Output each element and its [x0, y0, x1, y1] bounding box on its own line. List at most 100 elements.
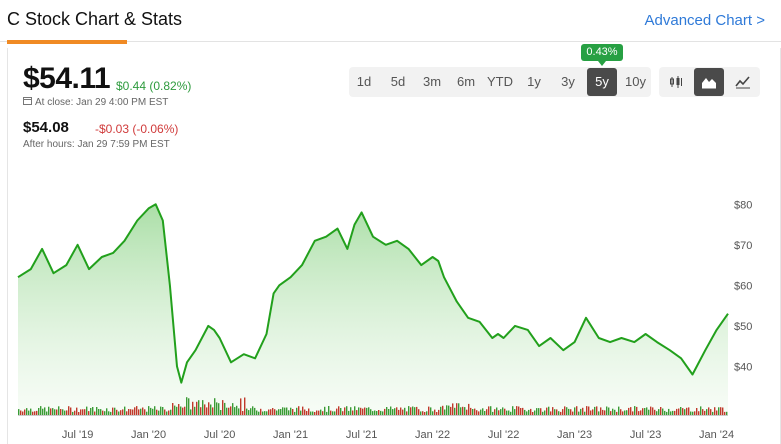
range-ytd[interactable]: YTD [487, 74, 513, 89]
range-5d[interactable]: 5d [390, 74, 406, 89]
range-6m[interactable]: 6m [456, 74, 476, 89]
volume-bar [494, 409, 496, 415]
volume-bar [450, 406, 452, 415]
line-chart-icon[interactable] [728, 67, 758, 97]
range-10y[interactable]: 10y [625, 74, 646, 89]
volume-bar [390, 406, 392, 415]
volume-bar [410, 407, 412, 415]
volume-bar [536, 408, 538, 415]
volume-bar [544, 410, 546, 415]
volume-bar [554, 409, 556, 415]
volume-bar [664, 410, 666, 415]
range-3m[interactable]: 3m [422, 74, 442, 89]
volume-bar [132, 409, 134, 415]
volume-bar [44, 407, 46, 415]
volume-bar [566, 407, 568, 415]
volume-bar [206, 407, 208, 415]
volume-bar [542, 411, 544, 415]
volume-bar [464, 407, 466, 415]
volume-bar [574, 407, 576, 415]
volume-bar [480, 409, 482, 415]
range-3y[interactable]: 3y [561, 74, 575, 89]
volume-bar [314, 412, 316, 415]
volume-bar [292, 409, 294, 415]
volume-bar [618, 406, 620, 415]
volume-bar [504, 408, 506, 415]
volume-bar [36, 410, 38, 415]
volume-bar [332, 411, 334, 415]
volume-bar [624, 410, 626, 415]
x-tick-label: Jul '20 [204, 429, 235, 441]
volume-bar [400, 407, 402, 415]
volume-bar [106, 408, 108, 415]
volume-bar [264, 411, 266, 415]
volume-bar [528, 409, 530, 415]
volume-bar [356, 410, 358, 415]
volume-bar [70, 407, 72, 415]
volume-bar [120, 410, 122, 415]
volume-bar [250, 408, 252, 415]
volume-bar [726, 411, 728, 415]
volume-bar [50, 408, 52, 415]
volume-bar [316, 410, 318, 415]
volume-bar [72, 411, 74, 415]
volume-bar [424, 412, 426, 415]
volume-bar [510, 411, 512, 415]
volume-bar [482, 408, 484, 415]
volume-bar [558, 411, 560, 415]
volume-bar [576, 406, 578, 415]
volume-bar [548, 406, 550, 415]
volume-bar [134, 407, 136, 415]
volume-bar [272, 408, 274, 415]
volume-bar [498, 410, 500, 415]
volume-bar [616, 411, 618, 415]
volume-bar [102, 410, 104, 415]
volume-bar [64, 410, 66, 415]
volume-bar [606, 406, 608, 415]
volume-bar [718, 407, 720, 415]
volume-bar [466, 409, 468, 415]
volume-bar [232, 403, 234, 415]
volume-bar [646, 407, 648, 415]
volume-bar [186, 397, 188, 415]
volume-bar [456, 403, 458, 415]
volume-bar [28, 410, 30, 415]
volume-bar [220, 410, 222, 415]
range-1y[interactable]: 1y [527, 74, 541, 89]
volume-bar [290, 407, 292, 415]
chart-type-selector [659, 67, 760, 97]
volume-bar [690, 411, 692, 415]
volume-bar [630, 407, 632, 415]
volume-bar [460, 407, 462, 415]
volume-bar [142, 407, 144, 415]
volume-bar [434, 409, 436, 415]
volume-bar [588, 406, 590, 415]
volume-bar [234, 407, 236, 415]
area-chart-icon[interactable] [694, 68, 724, 96]
volume-bar [108, 411, 110, 415]
volume-bar [216, 402, 218, 415]
range-1d[interactable]: 1d [356, 74, 372, 89]
volume-bar [244, 397, 246, 415]
volume-bar [198, 400, 200, 415]
x-tick-label: Jul '19 [62, 429, 93, 441]
volume-bar [580, 408, 582, 415]
range-selector: 1d 5d 3m 6m YTD 1y 3y 5y 10y [349, 67, 651, 97]
volume-bar [150, 407, 152, 415]
volume-bar [138, 409, 140, 415]
volume-bar [614, 409, 616, 415]
volume-bar [20, 410, 22, 415]
volume-bar [540, 408, 542, 415]
volume-bar [24, 409, 26, 415]
volume-bar [174, 405, 176, 415]
volume-bar [240, 398, 242, 415]
volume-bar [204, 404, 206, 415]
volume-bar [310, 411, 312, 415]
volume-bar [398, 409, 400, 415]
volume-bar [110, 411, 112, 415]
range-5y[interactable]: 5y [587, 68, 617, 96]
advanced-chart-link[interactable]: Advanced Chart > [644, 12, 766, 29]
candlestick-icon[interactable] [661, 67, 691, 97]
volume-bar [100, 409, 102, 415]
